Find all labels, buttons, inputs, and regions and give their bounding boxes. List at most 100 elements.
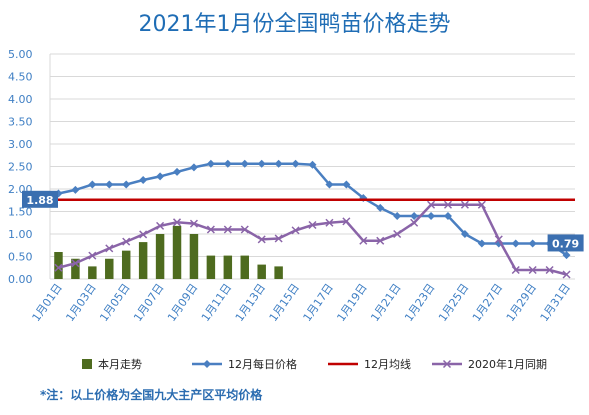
- legend-label: 12月均线: [364, 357, 411, 371]
- data-point: [54, 263, 63, 272]
- value-callout: 0.79: [552, 237, 579, 250]
- y-axis: 0.000.501.001.502.002.503.003.504.004.50…: [8, 48, 33, 286]
- data-point: [562, 270, 571, 279]
- x-axis: 1月01日1月03日1月05日1月07日1月09日1月11日1月13日1月15日…: [30, 281, 573, 324]
- x-tick-label: 1月23日: [402, 281, 437, 324]
- data-point: [410, 218, 419, 227]
- chart-note: *注：以上价格为全国九大主产区平均价格: [40, 388, 263, 402]
- data-point: [393, 212, 402, 220]
- y-tick-label: 0.00: [8, 273, 33, 286]
- y-tick-label: 5.00: [8, 48, 33, 61]
- data-point: [223, 225, 232, 234]
- data-point: [562, 251, 571, 260]
- data-point: [274, 159, 283, 168]
- data-point: [308, 160, 317, 169]
- bar-series: [54, 225, 283, 279]
- data-point: [189, 163, 198, 172]
- line-series: [50, 159, 575, 279]
- value-callout-box: [22, 190, 58, 208]
- data-point: [511, 239, 520, 248]
- data-point: [122, 180, 131, 189]
- y-tick-label: 3.50: [8, 116, 33, 129]
- legend-swatch: [82, 359, 92, 369]
- x-tick-label: 1月03日: [63, 281, 98, 324]
- data-point: [427, 212, 436, 220]
- data-point: [291, 159, 300, 168]
- x-tick-label: 1月29日: [504, 281, 539, 324]
- bar: [240, 255, 249, 279]
- x-tick-label: 1月17日: [301, 281, 336, 324]
- x-tick-label: 1月13日: [233, 281, 268, 324]
- x-tick-label: 1月11日: [199, 281, 234, 324]
- x-tick-label: 1月09日: [165, 281, 200, 324]
- bar: [155, 234, 165, 279]
- data-point: [173, 167, 182, 176]
- data-point: [410, 212, 419, 220]
- data-point: [189, 219, 198, 228]
- legend-item[interactable]: 本月走势: [82, 357, 142, 371]
- x-tick-label: 1月31日: [538, 281, 573, 324]
- data-point: [156, 221, 165, 230]
- data-point: [460, 230, 469, 238]
- x-tick-label: 1月25日: [436, 281, 471, 324]
- legend-item[interactable]: 2020年1月同期: [432, 357, 547, 371]
- data-point: [240, 159, 249, 168]
- x-tick-label: 1月15日: [267, 281, 302, 324]
- data-point: [511, 265, 520, 275]
- callouts: 1.88 0.79: [22, 190, 584, 252]
- data-point: [494, 235, 503, 244]
- value-callout-box: [547, 234, 584, 252]
- data-point: [427, 200, 436, 209]
- data-point: [139, 230, 148, 239]
- data-point: [274, 234, 283, 243]
- legend[interactable]: 本月走势 12月每日价格 12月均线 2020年1月同期: [82, 357, 547, 371]
- data-point: [172, 218, 182, 227]
- data-point: [88, 180, 97, 189]
- data-point: [376, 236, 385, 245]
- x-tick-label: 1月01日: [30, 281, 65, 324]
- x-tick-label: 1月27日: [470, 281, 505, 324]
- data-point: [393, 229, 402, 239]
- data-point: [156, 172, 165, 181]
- grid: [49, 53, 575, 280]
- bar: [71, 258, 80, 279]
- data-point: [257, 159, 266, 168]
- legend-label: 本月走势: [98, 357, 142, 371]
- y-tick-label: 4.50: [8, 71, 33, 84]
- data-point: [71, 259, 80, 268]
- data-point: [443, 212, 452, 220]
- bar: [138, 242, 148, 279]
- legend-label: 12月每日价格: [228, 357, 297, 371]
- data-point: [325, 180, 334, 189]
- data-point: [545, 265, 554, 275]
- data-point: [308, 220, 317, 230]
- bar: [54, 252, 63, 279]
- y-tick-label: 0.50: [8, 251, 33, 264]
- data-point: [528, 239, 537, 248]
- data-point: [443, 200, 453, 209]
- data-point: [342, 217, 351, 226]
- data-point: [359, 236, 368, 245]
- y-tick-label: 3.00: [8, 138, 33, 151]
- data-point: [291, 226, 300, 235]
- data-point: [139, 176, 148, 184]
- series-line: [58, 203, 567, 276]
- x-tick-label: 1月19日: [334, 281, 369, 324]
- legend-marker: [442, 359, 452, 369]
- data-point: [460, 200, 469, 209]
- series-line: [58, 162, 568, 257]
- value-callout: 1.88: [26, 194, 53, 207]
- legend-item[interactable]: 12月每日价格: [192, 357, 297, 371]
- data-point: [257, 235, 266, 244]
- data-point: [206, 159, 215, 168]
- data-point: [477, 200, 486, 209]
- data-point: [88, 251, 97, 260]
- data-point: [105, 244, 114, 253]
- legend-item[interactable]: 12月均线: [328, 357, 411, 371]
- bar: [189, 234, 199, 279]
- data-point: [105, 180, 114, 189]
- data-point: [240, 225, 249, 234]
- legend-marker: [203, 360, 211, 368]
- bar: [206, 255, 216, 279]
